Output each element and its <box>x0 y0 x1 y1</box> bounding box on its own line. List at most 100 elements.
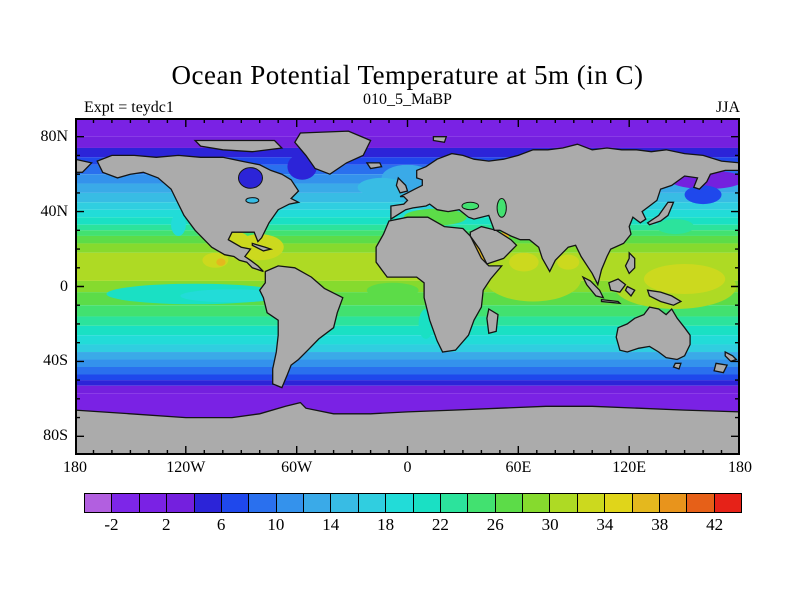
x-tick-label: 120E <box>612 459 647 476</box>
ocean-band <box>75 367 740 375</box>
map-frame <box>75 118 740 455</box>
colorbar-cell-24 <box>468 494 496 512</box>
colorbar-label: 2 <box>162 515 171 534</box>
ocean-band <box>75 374 740 381</box>
land-australia <box>615 306 691 361</box>
map-svg <box>75 118 740 455</box>
colorbar-cell-30 <box>550 494 578 512</box>
x-tick-label: 180 <box>63 459 87 476</box>
colorbar-cell-40 <box>687 494 715 512</box>
land-svalbard <box>432 136 448 144</box>
lake-great-lakes <box>245 197 260 204</box>
world-temperature-map <box>75 118 740 455</box>
land-new-guinea <box>646 289 683 306</box>
colorbar-label: 42 <box>706 515 724 534</box>
colorbar-cell-0 <box>139 494 168 512</box>
land-philippines <box>624 251 636 275</box>
temperature-colorbar <box>84 493 742 513</box>
axis-ticks <box>75 118 740 455</box>
feature-west-pacific-warm-core <box>643 264 726 294</box>
feature-arabian-sea-warm-core <box>509 252 539 272</box>
feature-indian-ocean-warm <box>485 256 582 302</box>
land-africa <box>375 216 504 353</box>
feature-east-pacific-cold-core <box>180 289 284 303</box>
feature-atlantic-cold-tongue <box>366 282 419 298</box>
ocean-band <box>75 325 740 336</box>
land-south-america <box>258 265 344 389</box>
land-greenland <box>294 130 372 175</box>
ocean-band <box>75 305 740 317</box>
ocean-band <box>75 316 740 326</box>
colorbar-cell-2 <box>167 494 195 512</box>
land-new-zealand-south <box>713 362 729 374</box>
feature-kuroshio-warm <box>656 219 694 235</box>
ocean-band <box>75 359 740 368</box>
plot-subtitle: 010_5_MaBP <box>363 91 452 108</box>
land-new-zealand-north <box>724 350 738 363</box>
colorbar-label: 22 <box>431 515 449 534</box>
land-chukotka-west-edge <box>75 158 93 173</box>
colorbar-cell--4 <box>85 494 113 512</box>
feature-central-america-hot-spot <box>216 258 226 266</box>
x-tick-label: 180 <box>728 459 752 476</box>
land-borneo <box>608 278 627 293</box>
colorbar-cell-4 <box>194 494 222 512</box>
y-tick-label: 40S <box>43 352 68 370</box>
land-sumatra <box>581 275 605 299</box>
x-tick-label: 120W <box>166 459 206 476</box>
feature-california-upwelling <box>171 213 186 236</box>
colorbar-cell-14 <box>331 494 359 512</box>
land-madagascar <box>486 307 499 335</box>
colorbar-cell-22 <box>440 494 469 512</box>
land-java <box>600 298 622 305</box>
y-tick-label: 40N <box>40 202 68 220</box>
x-tick-label: 60W <box>281 459 313 476</box>
ocean-band <box>75 147 740 158</box>
feature-north-atlantic-drift-warm-2 <box>357 177 406 197</box>
colorbar-cell--2 <box>112 494 140 512</box>
y-tick-label: 0 <box>60 277 68 295</box>
colorbar-label: 26 <box>486 515 504 534</box>
feature-bay-of-bengal-warm-core <box>557 254 580 270</box>
lake-black-sea <box>461 201 480 211</box>
colorbar-cell-18 <box>386 494 414 512</box>
feature-oyashio-cold <box>684 185 722 205</box>
colorbar-cell-26 <box>495 494 523 512</box>
ocean-band <box>75 385 740 394</box>
colorbar-label: -2 <box>104 515 119 534</box>
season-label: JJA <box>715 99 740 116</box>
colorbar-cell-38 <box>659 494 688 512</box>
land-arctic-archipelago <box>193 139 284 153</box>
ocean-band <box>75 335 740 345</box>
ocean-band <box>75 136 740 148</box>
land-japan <box>646 201 675 226</box>
colorbar-cell-32 <box>577 494 606 512</box>
land-iceland <box>365 162 383 170</box>
plot-title: Ocean Potential Temperature at 5m (in C) <box>171 60 644 90</box>
colorbar-cell-20 <box>413 494 441 512</box>
colorbar-label: 18 <box>377 515 395 534</box>
lake-hudson-bay <box>237 167 263 189</box>
ocean-band <box>75 352 740 360</box>
colorbar-cell-42 <box>714 494 741 512</box>
colorbar-label: 14 <box>322 515 340 534</box>
land-tasmania <box>672 362 682 370</box>
colorbar-cell-16 <box>358 494 387 512</box>
ocean-band <box>75 344 740 353</box>
colorbar-label: 38 <box>651 515 669 534</box>
land-antarctica <box>75 401 740 455</box>
colorbar-cell-10 <box>276 494 304 512</box>
land-sulawesi <box>624 285 636 297</box>
lake-caspian-sea <box>496 198 507 218</box>
ocean-band <box>75 380 740 386</box>
ocean-band <box>75 157 740 165</box>
colorbar-label: 10 <box>267 515 285 534</box>
colorbar-cell-28 <box>523 494 551 512</box>
x-tick-label: 0 <box>403 459 412 476</box>
colorbar-label: 34 <box>596 515 614 534</box>
land-eurasia <box>390 143 740 287</box>
colorbar-cell-36 <box>632 494 660 512</box>
colorbar-cell-8 <box>249 494 277 512</box>
experiment-label: Expt = teydc1 <box>84 99 174 116</box>
